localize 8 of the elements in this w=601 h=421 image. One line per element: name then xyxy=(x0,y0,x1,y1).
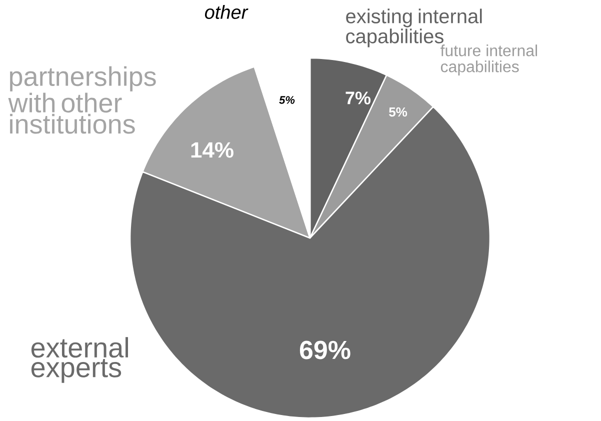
data-label: 5% xyxy=(279,96,295,104)
data-label: 14% xyxy=(191,142,234,158)
slice-label: external experts xyxy=(31,337,128,383)
data-label: 5% xyxy=(389,107,408,117)
data-label: 7% xyxy=(346,92,371,104)
slice-label: partnerships with other institutions xyxy=(8,66,156,134)
data-label: 69% xyxy=(300,340,350,360)
slice-label: other xyxy=(204,5,248,19)
